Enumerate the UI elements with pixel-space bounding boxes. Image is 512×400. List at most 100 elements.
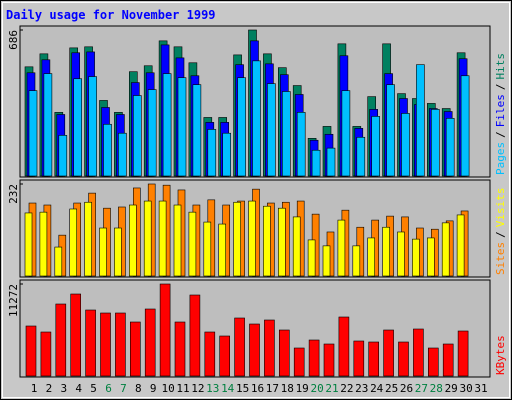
chart-title: Daily usage for November 1999 (6, 8, 216, 22)
bar (144, 308, 156, 377)
x-tick-label: 28 (430, 382, 443, 395)
bar (115, 312, 126, 377)
bar (427, 347, 439, 377)
bar (353, 340, 365, 377)
bar (234, 317, 245, 377)
bar (222, 132, 231, 177)
x-tick-label: 31 (474, 382, 487, 395)
x-tick-label: 20 (310, 382, 323, 395)
bar (341, 90, 351, 177)
bar (413, 328, 424, 377)
bar (296, 112, 306, 177)
x-tick-label: 15 (236, 382, 249, 395)
x-tick-label: 16 (251, 382, 264, 395)
bar (39, 211, 48, 277)
bar (293, 347, 305, 377)
legend: KBytes (494, 335, 507, 375)
bar (278, 329, 290, 377)
bar (58, 135, 68, 177)
bar (173, 204, 182, 277)
bar (73, 78, 82, 177)
bar (416, 64, 425, 177)
bar (248, 200, 256, 277)
bar (55, 303, 67, 377)
x-tick-label: 1 (31, 382, 38, 395)
x-tick-label: 29 (445, 382, 458, 395)
legend-entry: Files (494, 94, 507, 127)
bar (189, 294, 201, 377)
bar (162, 73, 172, 177)
x-tick-label: 17 (266, 382, 279, 395)
bar (54, 246, 63, 277)
x-tick-label: 6 (105, 382, 112, 395)
bar (352, 245, 361, 277)
bar (70, 293, 81, 377)
bar (237, 77, 246, 177)
legend-separator: / (494, 131, 507, 138)
bar (133, 95, 142, 177)
bar (281, 91, 291, 177)
bar (207, 129, 217, 177)
bar (99, 227, 107, 277)
bar (84, 201, 92, 277)
x-tick-label: 2 (46, 382, 53, 395)
x-tick-label: 19 (296, 382, 309, 395)
legend-entry: Pages (494, 142, 507, 175)
bar (219, 335, 230, 377)
bar (28, 90, 38, 177)
bar (43, 73, 53, 177)
bar (277, 207, 286, 277)
legend: Pages / Files / Hits (494, 53, 507, 175)
bar (24, 212, 33, 277)
bar (322, 245, 331, 277)
x-tick-label: 22 (340, 382, 353, 395)
bar (460, 75, 470, 177)
bar (203, 221, 212, 277)
x-tick-label: 4 (75, 382, 82, 395)
bar (307, 239, 316, 277)
bar (25, 325, 37, 377)
y-tick-label: 11272 (7, 284, 20, 317)
x-tick-label: 7 (120, 382, 127, 395)
legend-entry: KBytes (494, 335, 507, 375)
legend-entry: Visits (494, 188, 507, 228)
bar (249, 323, 260, 377)
x-tick-label: 13 (206, 382, 219, 395)
bar (368, 341, 380, 377)
y-tick-label: 686 (7, 30, 20, 50)
bar (114, 227, 122, 277)
bar (430, 109, 440, 177)
bar (263, 205, 271, 277)
bar (174, 321, 186, 377)
bar (401, 113, 410, 177)
x-tick-label: 23 (355, 382, 368, 395)
x-tick-label: 26 (400, 382, 413, 395)
bar (367, 237, 376, 277)
x-tick-label: 14 (221, 382, 235, 395)
x-tick-label: 30 (459, 382, 472, 395)
x-tick-label: 21 (325, 382, 338, 395)
bar (323, 343, 335, 377)
bar (457, 330, 469, 377)
x-tick-label: 25 (385, 382, 398, 395)
bar (308, 339, 320, 377)
y-tick-label: 232 (7, 184, 20, 204)
bar (326, 147, 336, 177)
bar (147, 89, 157, 177)
bar (192, 84, 202, 177)
bar (356, 136, 366, 177)
x-tick-label: 11 (176, 382, 189, 395)
bar (337, 219, 346, 277)
x-tick-label: 5 (90, 382, 97, 395)
bar (441, 222, 450, 277)
x-tick-label: 24 (370, 382, 384, 395)
bar (442, 343, 454, 377)
bar (371, 116, 381, 177)
legend-separator: / (494, 231, 507, 238)
bar (130, 321, 141, 377)
bar (40, 331, 52, 377)
bar (158, 200, 167, 277)
bar (204, 331, 216, 377)
